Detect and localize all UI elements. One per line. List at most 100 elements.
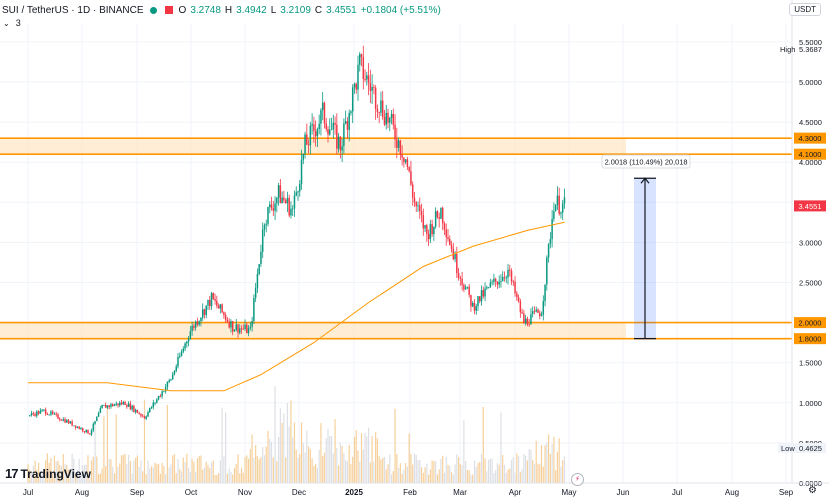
- volume-bar: [207, 464, 209, 483]
- volume-bar: [346, 461, 349, 483]
- volume-bar: [332, 453, 334, 483]
- candle-body: [445, 229, 447, 238]
- volume-bar: [246, 455, 248, 483]
- volume-bar: [113, 473, 116, 483]
- volume-bar: [267, 430, 269, 483]
- volume-bar: [399, 463, 401, 483]
- indicators-toggle[interactable]: ⌄ 3: [3, 18, 21, 28]
- gear-icon[interactable]: ⚙: [808, 485, 817, 496]
- candle-body: [306, 134, 308, 145]
- volume-bar: [263, 455, 266, 483]
- volume-bar: [413, 453, 416, 483]
- candle-body: [309, 125, 312, 146]
- volume-bar: [396, 454, 398, 483]
- candle-body: [544, 284, 546, 302]
- volume-bar: [29, 469, 31, 483]
- market-status-icon: [149, 6, 157, 14]
- candle-body: [392, 113, 395, 125]
- volume-bar: [405, 463, 407, 483]
- volume-bar: [53, 455, 56, 483]
- candle-body: [64, 419, 66, 423]
- candle-body: [242, 328, 245, 330]
- symbol-title[interactable]: SUI / TetherUS · 1D · BINANCE: [2, 4, 144, 16]
- candle-body: [350, 111, 352, 113]
- candle-body: [415, 202, 417, 207]
- volume-bar: [186, 453, 188, 483]
- candle-body: [67, 420, 70, 424]
- volume-bar: [126, 464, 128, 483]
- candle-body: [127, 403, 130, 407]
- candle-body: [373, 87, 375, 88]
- candle-body: [556, 195, 559, 206]
- candle-body: [500, 281, 502, 282]
- volume-bar: [542, 466, 544, 483]
- candle-body: [239, 328, 241, 333]
- volume-bar: [329, 436, 331, 483]
- candle-body: [101, 405, 103, 409]
- volume-bar: [359, 461, 361, 483]
- candle-body: [43, 409, 45, 411]
- candle-body: [74, 425, 77, 428]
- volume-bar: [323, 452, 326, 483]
- currency-button[interactable]: USDT: [789, 3, 821, 16]
- candle-body: [276, 197, 278, 204]
- candle-body: [290, 208, 292, 216]
- candle-body: [193, 325, 195, 328]
- candle-body: [134, 409, 137, 412]
- candle-body: [374, 87, 377, 109]
- volume-bar: [283, 413, 285, 483]
- volume-bar: [129, 461, 131, 483]
- tradingview-logo-icon: 17: [5, 466, 19, 481]
- candle-body: [66, 420, 68, 423]
- candle-body: [487, 287, 490, 288]
- volume-bar: [237, 454, 239, 483]
- volume-bar: [457, 457, 460, 483]
- lightning-icon[interactable]: ⚡: [571, 473, 584, 486]
- volume-bar: [39, 473, 41, 483]
- tradingview-logo[interactable]: 17 TradingView: [5, 466, 91, 481]
- candle-body: [175, 366, 177, 371]
- candle-body: [510, 270, 513, 282]
- candle-body: [196, 321, 199, 325]
- volume-bar: [385, 469, 387, 483]
- volume-bar: [85, 464, 87, 483]
- volume-bar: [205, 461, 207, 483]
- zone-price-tag: [794, 317, 826, 329]
- volume-bar: [535, 440, 537, 483]
- x-tick-label: Sep: [130, 488, 145, 497]
- volume-bar: [64, 464, 66, 483]
- candle-body: [479, 296, 481, 302]
- candle-body: [60, 419, 63, 421]
- candle-body: [307, 144, 310, 146]
- flag-icon[interactable]: [164, 6, 173, 14]
- candle-body: [554, 205, 557, 212]
- volume-bar: [306, 430, 308, 483]
- candle-body: [516, 293, 518, 298]
- volume-bar: [389, 454, 391, 483]
- candle-body: [523, 313, 525, 324]
- volume-bar: [495, 470, 497, 483]
- volume-bar: [382, 457, 384, 483]
- volume-bar: [187, 467, 190, 483]
- volume-bar: [318, 449, 320, 483]
- volume-bar: [240, 467, 243, 483]
- candle-body: [267, 207, 269, 224]
- volume-bar: [341, 445, 343, 483]
- candle-body: [484, 288, 486, 297]
- x-tick-label: May: [561, 488, 576, 497]
- candle-body: [179, 356, 181, 358]
- volume-bar: [366, 436, 368, 483]
- candle-body: [537, 309, 539, 313]
- candle-body: [297, 191, 299, 193]
- candle-body: [323, 102, 326, 124]
- volume-bar: [429, 469, 431, 483]
- candle-body: [320, 110, 322, 124]
- volume-bar: [225, 412, 227, 483]
- volume-bar: [555, 470, 557, 483]
- volume-bar: [260, 456, 262, 483]
- candle-body: [346, 121, 349, 130]
- candle-body: [410, 171, 412, 185]
- volume-bar: [212, 460, 214, 483]
- volume-bar: [177, 459, 179, 483]
